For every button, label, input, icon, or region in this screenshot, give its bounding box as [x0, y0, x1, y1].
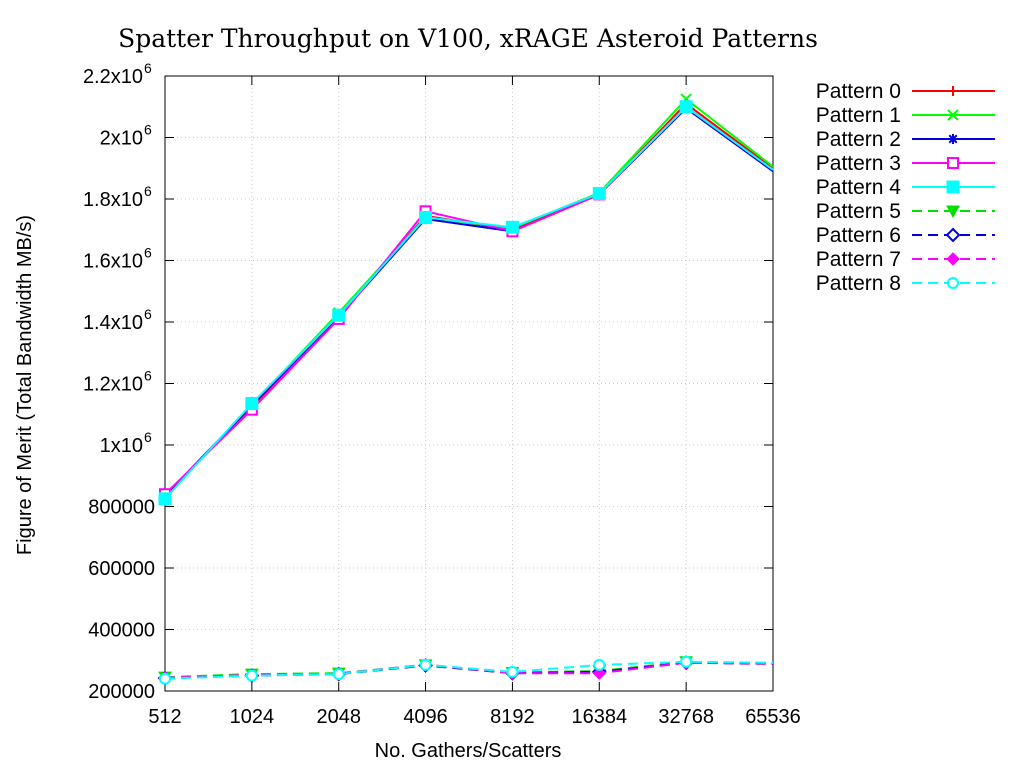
data-point: [592, 186, 606, 200]
legend-item: Pattern 6: [816, 224, 995, 247]
legend-label: Pattern 2: [816, 128, 901, 151]
legend-label: Pattern 8: [816, 272, 901, 295]
data-point: [679, 100, 693, 114]
series-1: [159, 93, 774, 503]
x-tick-label: 1024: [230, 706, 275, 728]
y-tick-label: 1.6x10: [83, 251, 143, 273]
data-point: [946, 205, 960, 219]
y-tick-exponent: 6: [144, 368, 152, 384]
y-tick-label: 400000: [88, 620, 155, 642]
y-tick-label: 600000: [88, 558, 155, 580]
series-line: [164, 105, 774, 495]
legend-label: Pattern 5: [816, 200, 901, 223]
y-tick-label: 2x10: [100, 128, 143, 150]
chart-title: Spatter Throughput on V100, xRAGE Astero…: [118, 24, 818, 53]
series-8: [159, 655, 774, 685]
data-point: [593, 658, 606, 671]
data-point: [946, 180, 960, 194]
data-point: [947, 109, 959, 121]
y-tick-label: 1.4x10: [83, 312, 143, 334]
legend-label: Pattern 6: [816, 224, 901, 247]
grid: [165, 76, 773, 691]
y-tick-label: 800000: [88, 497, 155, 519]
series-line: [164, 105, 774, 500]
legend-label: Pattern 0: [816, 80, 901, 103]
y-tick-label: 1.8x10: [83, 189, 143, 211]
legend-item: Pattern 8: [816, 272, 995, 295]
legend-label: Pattern 7: [816, 248, 901, 271]
series-line: [164, 102, 774, 497]
y-tick-label: 1.2x10: [83, 374, 143, 396]
data-point: [159, 672, 171, 685]
legend-item: Pattern 0: [816, 80, 995, 103]
y-tick-exponent: 6: [144, 429, 152, 445]
x-tick-label: 4096: [403, 706, 448, 728]
data-point: [505, 220, 519, 234]
legend-item: Pattern 1: [816, 104, 995, 127]
y-tick-exponent: 6: [144, 122, 152, 138]
data-point: [946, 252, 960, 266]
x-tick-label: 2048: [316, 706, 361, 728]
y-axis-label: Figure of Merit (Total Bandwidth MB/s): [14, 215, 36, 555]
legend-item: Pattern 2: [816, 128, 995, 151]
data-point: [948, 134, 958, 144]
legend-item: Pattern 4: [816, 176, 995, 199]
legend-item: Pattern 5: [816, 200, 995, 223]
x-axis-label: No. Gathers/Scatters: [375, 740, 562, 762]
data-point: [332, 308, 346, 322]
y-tick-label: 2.2x10: [83, 66, 143, 88]
data-point: [245, 669, 258, 682]
data-point: [158, 492, 172, 506]
x-tick-label: 65536: [745, 706, 801, 728]
legend-label: Pattern 4: [816, 176, 902, 199]
x-tick-label: 16384: [571, 706, 627, 728]
y-tick-exponent: 6: [144, 60, 152, 76]
data-point: [945, 227, 961, 243]
data-point: [948, 86, 958, 96]
data-point: [419, 210, 433, 224]
data-point: [245, 396, 259, 410]
series-line: [164, 660, 774, 680]
data-point: [419, 658, 432, 671]
legend-item: Pattern 3: [816, 152, 995, 175]
x-tick-label: 32768: [658, 706, 714, 728]
data-point: [506, 665, 519, 678]
data-point: [947, 157, 959, 169]
data-point: [680, 655, 693, 668]
series-line: [164, 98, 774, 498]
series-4: [158, 100, 774, 506]
x-tick-label: 512: [148, 706, 181, 728]
data-point: [592, 666, 606, 680]
legend-label: Pattern 1: [816, 104, 901, 127]
x-tick-label: 8192: [490, 706, 535, 728]
series-line: [164, 107, 774, 497]
data-point: [947, 277, 959, 289]
y-tick-label: 200000: [88, 681, 155, 703]
data-point: [332, 668, 345, 681]
series-layer: [157, 93, 774, 686]
y-tick-exponent: 6: [144, 306, 152, 322]
legend-item: Pattern 7: [816, 248, 995, 271]
legend-label: Pattern 3: [816, 152, 901, 175]
series-2: [160, 103, 774, 501]
y-tick-exponent: 6: [144, 183, 152, 199]
y-tick-label: 1x10: [100, 435, 143, 457]
y-tick-exponent: 6: [144, 245, 152, 261]
